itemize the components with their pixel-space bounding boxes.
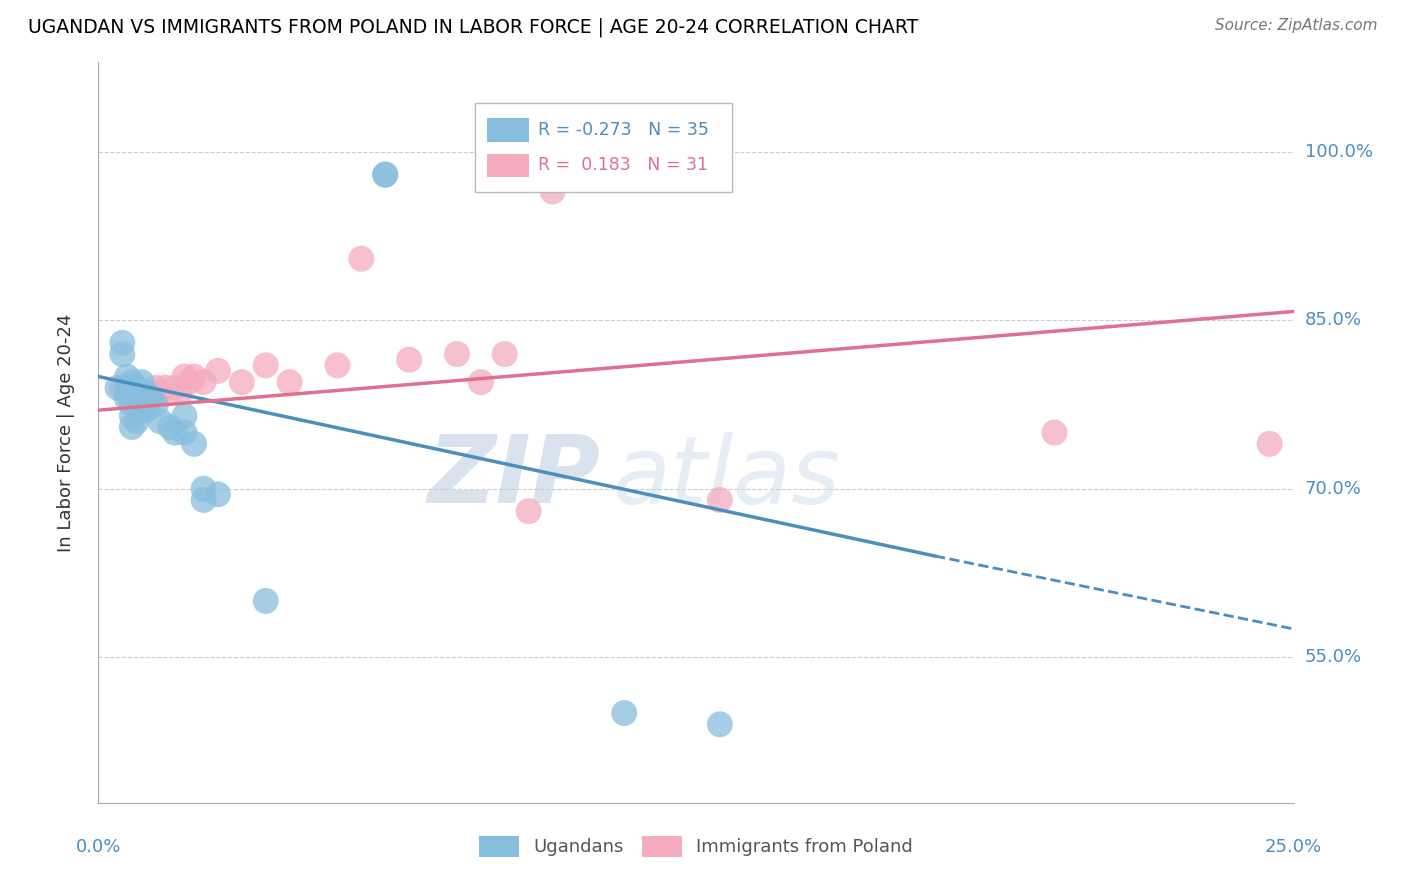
Point — [179, 375, 201, 389]
Point — [131, 403, 153, 417]
Point — [135, 403, 157, 417]
Point — [231, 375, 253, 389]
Point — [139, 392, 162, 406]
Point — [173, 409, 195, 423]
Point — [115, 392, 138, 406]
Text: 85.0%: 85.0% — [1305, 311, 1361, 329]
Point — [111, 347, 134, 361]
Point — [159, 420, 181, 434]
Point — [517, 504, 540, 518]
Point — [135, 386, 157, 401]
Text: 55.0%: 55.0% — [1305, 648, 1362, 666]
Point — [207, 487, 229, 501]
Point — [125, 386, 148, 401]
Text: 25.0%: 25.0% — [1265, 838, 1322, 855]
Point — [254, 359, 277, 373]
Point — [131, 392, 153, 406]
Point — [470, 375, 492, 389]
Point — [183, 369, 205, 384]
Point — [145, 398, 167, 412]
Point — [121, 386, 143, 401]
Point — [145, 381, 167, 395]
Text: Source: ZipAtlas.com: Source: ZipAtlas.com — [1215, 18, 1378, 33]
Y-axis label: In Labor Force | Age 20-24: In Labor Force | Age 20-24 — [56, 313, 75, 552]
Point — [1258, 437, 1281, 451]
Point — [613, 706, 636, 720]
Point — [398, 352, 420, 367]
Point — [111, 381, 134, 395]
Point — [173, 369, 195, 384]
Point — [709, 492, 731, 507]
Point — [149, 414, 172, 428]
Point — [125, 414, 148, 428]
Point — [173, 425, 195, 440]
Point — [541, 185, 564, 199]
Point — [149, 386, 172, 401]
Point — [207, 364, 229, 378]
Point — [163, 425, 186, 440]
Point — [121, 420, 143, 434]
Point — [121, 398, 143, 412]
Text: 0.0%: 0.0% — [76, 838, 121, 855]
Text: R =  0.183   N = 31: R = 0.183 N = 31 — [538, 156, 709, 174]
FancyBboxPatch shape — [486, 118, 529, 142]
Text: UGANDAN VS IMMIGRANTS FROM POLAND IN LABOR FORCE | AGE 20-24 CORRELATION CHART: UGANDAN VS IMMIGRANTS FROM POLAND IN LAB… — [28, 18, 918, 37]
Point — [155, 381, 177, 395]
Point — [131, 375, 153, 389]
Point — [107, 381, 129, 395]
Point — [326, 359, 349, 373]
Point — [115, 381, 138, 395]
Point — [135, 386, 157, 401]
Legend: Ugandans, Immigrants from Poland: Ugandans, Immigrants from Poland — [479, 836, 912, 856]
Point — [446, 347, 468, 361]
Point — [374, 168, 396, 182]
Point — [1043, 425, 1066, 440]
Point — [169, 386, 191, 401]
Text: 100.0%: 100.0% — [1305, 144, 1372, 161]
Point — [125, 398, 148, 412]
Point — [278, 375, 301, 389]
Point — [494, 347, 516, 361]
Point — [121, 409, 143, 423]
Point — [111, 335, 134, 350]
Text: atlas: atlas — [613, 432, 841, 523]
Point — [183, 437, 205, 451]
Text: ZIP: ZIP — [427, 431, 600, 523]
Point — [115, 386, 138, 401]
Point — [350, 252, 373, 266]
Point — [163, 381, 186, 395]
Point — [115, 369, 138, 384]
Point — [193, 375, 215, 389]
Point — [121, 375, 143, 389]
Point — [709, 717, 731, 731]
Point — [121, 381, 143, 395]
Text: R = -0.273   N = 35: R = -0.273 N = 35 — [538, 120, 709, 139]
Point — [193, 482, 215, 496]
Point — [135, 398, 157, 412]
FancyBboxPatch shape — [475, 103, 733, 192]
Point — [125, 381, 148, 395]
FancyBboxPatch shape — [486, 153, 529, 178]
Point — [131, 392, 153, 406]
Point — [374, 168, 396, 182]
Point — [193, 492, 215, 507]
Text: 70.0%: 70.0% — [1305, 480, 1361, 498]
Point — [254, 594, 277, 608]
